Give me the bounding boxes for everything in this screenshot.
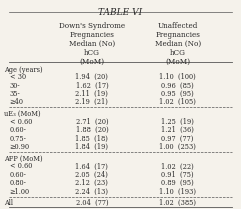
Text: < 0.60: < 0.60 bbox=[10, 118, 32, 126]
Text: 0.95  (95): 0.95 (95) bbox=[161, 90, 194, 98]
Text: Age (years): Age (years) bbox=[4, 66, 42, 74]
Text: ≥0.90: ≥0.90 bbox=[10, 143, 30, 151]
Text: 0.89  (95): 0.89 (95) bbox=[161, 179, 194, 187]
Text: 2.11  (19): 2.11 (19) bbox=[75, 90, 108, 98]
Text: 1.94  (20): 1.94 (20) bbox=[75, 73, 108, 81]
Text: 2.24  (13): 2.24 (13) bbox=[75, 188, 108, 196]
Text: < 0.60: < 0.60 bbox=[10, 163, 32, 171]
Text: 35-: 35- bbox=[10, 90, 20, 98]
Text: AFP (MoM): AFP (MoM) bbox=[4, 155, 42, 163]
Text: 1.10  (100): 1.10 (100) bbox=[159, 73, 196, 81]
Text: 2.04  (77): 2.04 (77) bbox=[76, 199, 108, 207]
Text: 1.62  (17): 1.62 (17) bbox=[75, 82, 108, 89]
Text: Unaffected
Pregnancies
Median (No)
hCG
(MoM): Unaffected Pregnancies Median (No) hCG (… bbox=[154, 22, 201, 66]
Text: TABLE VI: TABLE VI bbox=[98, 8, 143, 17]
Text: 1.21  (36): 1.21 (36) bbox=[161, 126, 194, 134]
Text: ≥1.00: ≥1.00 bbox=[10, 188, 30, 196]
Text: 0.60-: 0.60- bbox=[10, 171, 27, 179]
Text: All: All bbox=[4, 199, 13, 207]
Text: 1.84  (19): 1.84 (19) bbox=[75, 143, 108, 151]
Text: 1.25  (19): 1.25 (19) bbox=[161, 118, 194, 126]
Text: 2.12  (23): 2.12 (23) bbox=[75, 179, 108, 187]
Text: 0.91  (75): 0.91 (75) bbox=[161, 171, 194, 179]
Text: 1.02  (22): 1.02 (22) bbox=[161, 163, 194, 171]
Text: < 30: < 30 bbox=[10, 73, 26, 81]
Text: 1.00  (253): 1.00 (253) bbox=[159, 143, 196, 151]
Text: 0.97  (77): 0.97 (77) bbox=[161, 135, 194, 143]
Text: 1.10  (193): 1.10 (193) bbox=[159, 188, 196, 196]
Text: 0.96  (85): 0.96 (85) bbox=[161, 82, 194, 89]
Text: 30-: 30- bbox=[10, 82, 20, 89]
Text: ≥40: ≥40 bbox=[10, 98, 24, 106]
Text: 0.75-: 0.75- bbox=[10, 135, 27, 143]
Text: 2.71  (20): 2.71 (20) bbox=[76, 118, 108, 126]
Text: uE₃ (MoM): uE₃ (MoM) bbox=[4, 110, 40, 118]
Text: 1.88  (20): 1.88 (20) bbox=[75, 126, 108, 134]
Text: 0.80-: 0.80- bbox=[10, 179, 27, 187]
Text: 1.85  (18): 1.85 (18) bbox=[75, 135, 108, 143]
Text: 2.19  (21): 2.19 (21) bbox=[75, 98, 108, 106]
Text: 0.60-: 0.60- bbox=[10, 126, 27, 134]
Text: 1.02  (105): 1.02 (105) bbox=[159, 98, 196, 106]
Text: 1.64  (17): 1.64 (17) bbox=[75, 163, 108, 171]
Text: Down's Syndrome
Pregnancies
Median (No)
hCG
(MoM): Down's Syndrome Pregnancies Median (No) … bbox=[59, 22, 125, 66]
Text: 2.05  (24): 2.05 (24) bbox=[75, 171, 108, 179]
Text: 1.02  (385): 1.02 (385) bbox=[159, 199, 196, 207]
